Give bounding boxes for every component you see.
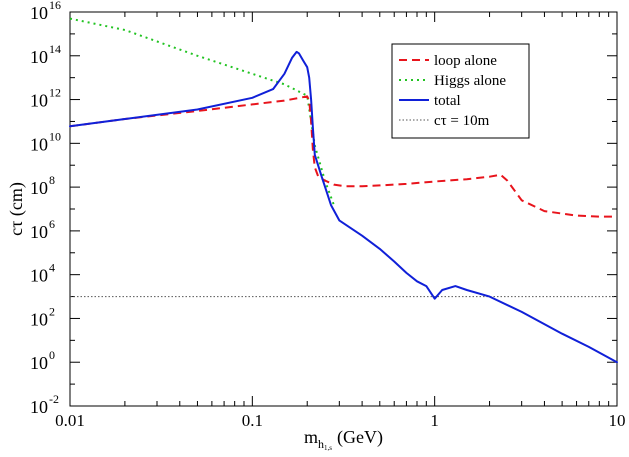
series-layer <box>69 17 618 364</box>
y-tick-label-exponent: -2 <box>49 392 59 406</box>
x-tick-label: 0.01 <box>55 411 85 430</box>
y-tick-label-exponent: 2 <box>49 304 55 318</box>
y-tick-label: 10 10 <box>30 129 61 154</box>
series-line-2 <box>69 50 618 364</box>
y-tick-label-base: 10 <box>30 3 48 23</box>
legend-entry: loop alone <box>434 53 497 69</box>
x-axis-label-unit: (GeV) <box>337 427 383 448</box>
y-tick-label-base: 10 <box>30 353 48 373</box>
x-axis-label: mh1,s (GeV) <box>304 427 383 452</box>
y-tick-label-base: 10 <box>30 309 48 329</box>
y-tick-label: 10 6 <box>30 217 55 242</box>
y-tick-label-base: 10 <box>30 134 48 154</box>
x-tick-label: 1 <box>430 411 439 430</box>
x-tick-label: 0.1 <box>242 411 263 430</box>
y-tick-label: 10 -2 <box>30 392 59 417</box>
legend-entry: total <box>434 93 461 109</box>
y-tick-label: 10 12 <box>30 86 61 111</box>
y-tick-label-exponent: 10 <box>49 129 61 143</box>
y-tick-label: 10 14 <box>30 42 61 67</box>
series-line-0 <box>69 95 617 218</box>
y-tick-label-exponent: 6 <box>49 217 55 231</box>
series-line-1 <box>69 17 335 206</box>
y-tick-label-base: 10 <box>30 47 48 67</box>
y-tick-label-exponent: 14 <box>49 42 61 56</box>
y-tick-label-base: 10 <box>30 91 48 111</box>
x-axis-label-subsub: 1,s <box>324 444 332 452</box>
y-axis-label: cτ (cm) <box>6 182 27 236</box>
x-axis: 0.01 0.1 1 10 <box>55 12 626 430</box>
x-axis-label-sub: h <box>318 437 324 451</box>
y-tick-label: 10 8 <box>30 173 55 198</box>
x-axis-label-main: m <box>304 427 318 447</box>
legend-entry: Higgs alone <box>434 73 506 89</box>
y-tick-label: 10 16 <box>30 0 61 23</box>
y-tick-label: 10 0 <box>30 348 55 373</box>
legend-entry: cτ = 10m <box>434 113 490 129</box>
y-tick-label-exponent: 16 <box>49 0 61 12</box>
y-tick-label-base: 10 <box>30 178 48 198</box>
y-tick-label-exponent: 12 <box>49 86 61 100</box>
plot-frame <box>69 11 618 407</box>
y-tick-label-base: 10 <box>30 222 48 242</box>
y-tick-label: 10 4 <box>30 261 55 286</box>
y-tick-label-exponent: 4 <box>49 261 55 275</box>
y-tick-label-base: 10 <box>30 397 48 417</box>
y-tick-label: 10 2 <box>30 304 55 329</box>
y-tick-label-exponent: 0 <box>49 348 55 362</box>
y-tick-label-base: 10 <box>30 266 48 286</box>
x-tick-label: 10 <box>609 411 626 430</box>
y-tick-label-exponent: 8 <box>49 173 55 187</box>
legend: loop alone Higgs alone total cτ = 10m <box>391 43 530 139</box>
